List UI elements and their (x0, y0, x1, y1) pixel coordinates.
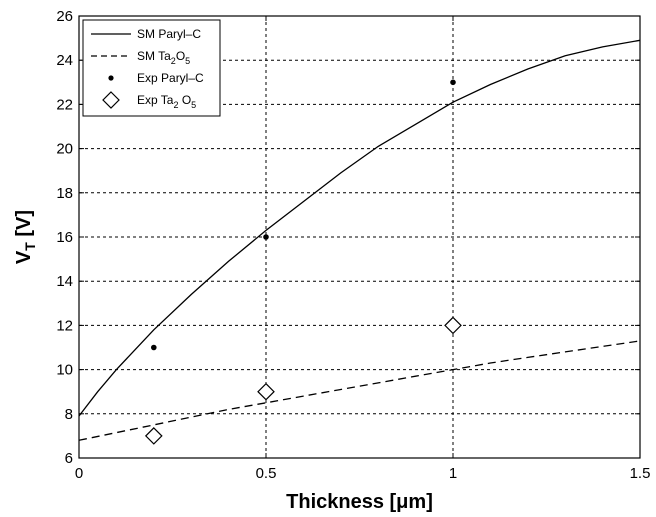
x-axis-title: Thickness [μm] (286, 491, 433, 513)
data-point (144, 427, 163, 445)
series-2 (78, 340, 641, 441)
series-layer (78, 39, 641, 445)
data-point (444, 316, 462, 335)
y-tick-label: 26 (56, 8, 73, 25)
y-tick-label: 20 (56, 141, 73, 158)
series-line (78, 39, 641, 417)
legend-label-text: SM Ta (137, 49, 171, 63)
series-3 (151, 79, 456, 351)
y-axis-title-sub: T (22, 242, 38, 251)
y-tick-label: 24 (56, 52, 73, 69)
data-point (151, 344, 157, 351)
legend-label-subscript: 5 (191, 100, 196, 110)
x-tick-label: 0.5 (256, 465, 277, 482)
legend-label: Exp Paryl–C (137, 71, 204, 85)
y-tick-label: 22 (56, 96, 73, 113)
y-axis-title-unit: [V] (13, 210, 35, 242)
legend-label-subscript: 2 (173, 100, 178, 110)
legend-swatch-dot (108, 75, 114, 81)
data-point (257, 382, 275, 401)
legend-label-text: O (176, 49, 185, 63)
legend-label: SM Ta2O5 (137, 49, 190, 66)
y-tick-label: 6 (65, 450, 73, 467)
x-tick-label: 1 (449, 465, 457, 482)
legend-swatch-diamond (102, 91, 120, 109)
y-tick-label: 12 (56, 317, 73, 334)
legend-label-subscript: 2 (171, 56, 176, 66)
x-tick-label: 0 (75, 465, 83, 482)
series-1 (78, 39, 641, 417)
series-4 (144, 316, 462, 445)
y-tick-label: 16 (56, 229, 73, 246)
legend-label-text: O (178, 93, 191, 107)
legend-label-text: Exp Ta (137, 93, 174, 107)
legend-label: Exp Ta2 O5 (137, 93, 196, 110)
legend-label-text: SM Paryl–C (137, 27, 201, 41)
legend-label-subscript: 5 (185, 56, 190, 66)
data-point (450, 79, 456, 86)
y-axis-title: VT [V] (13, 210, 38, 264)
x-tick-label: 1.5 (630, 465, 651, 482)
y-tick-label: 18 (56, 185, 73, 202)
legend-label: SM Paryl–C (137, 27, 201, 41)
y-axis-title-main: V (13, 250, 35, 264)
y-tick-label: 10 (56, 362, 73, 379)
y-tick-label: 8 (65, 406, 73, 423)
legend-label-text: Exp Paryl–C (137, 71, 204, 85)
series-line (78, 340, 641, 441)
y-tick-label: 14 (56, 273, 73, 290)
data-point (263, 234, 269, 240)
